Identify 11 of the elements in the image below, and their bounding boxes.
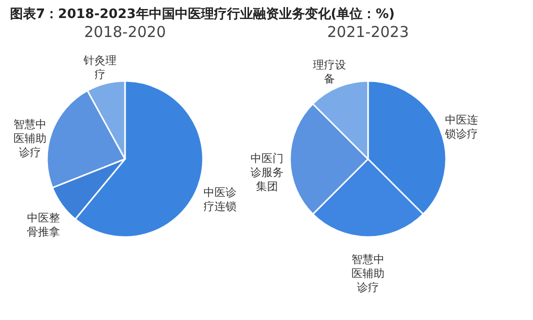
slice-label: 智慧中医辅助诊疗 bbox=[352, 253, 384, 294]
chart-title: 图表7：2018-2023年中国中医理疗行业融资业务变化(单位：%) bbox=[10, 6, 395, 22]
slice-label: 中医整骨推拿 bbox=[26, 211, 60, 238]
slice-label: 中医连锁诊疗 bbox=[444, 113, 478, 140]
slice-label: 中医诊疗连锁 bbox=[204, 186, 237, 214]
slice-label: 中医门诊服务集团 bbox=[250, 152, 284, 193]
chart-subtitle: 2021-2023 bbox=[327, 23, 409, 41]
slice-label: 针灸理疗 bbox=[82, 54, 116, 82]
slice-label: 理疗设备 bbox=[312, 58, 346, 86]
chart-subtitle: 2018-2020 bbox=[84, 23, 166, 41]
slice-label: 智慧中医辅助诊疗 bbox=[13, 118, 46, 159]
